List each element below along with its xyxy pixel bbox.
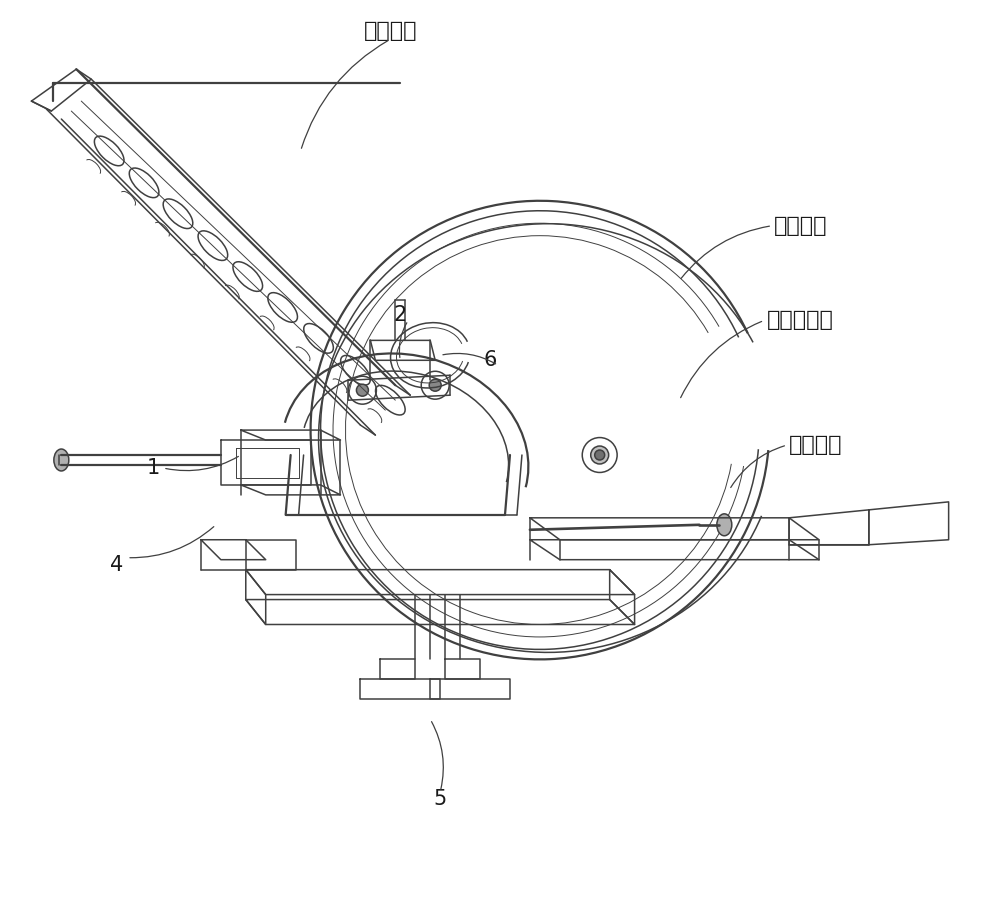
Text: 6: 6 bbox=[483, 350, 497, 371]
Text: 4: 4 bbox=[110, 554, 123, 575]
Ellipse shape bbox=[595, 450, 605, 460]
Text: 2: 2 bbox=[394, 306, 407, 326]
Ellipse shape bbox=[591, 446, 609, 464]
Ellipse shape bbox=[356, 384, 368, 396]
Text: 进料机构: 进料机构 bbox=[364, 21, 417, 41]
Ellipse shape bbox=[54, 449, 69, 471]
Text: 排料机构: 排料机构 bbox=[789, 435, 843, 455]
Ellipse shape bbox=[717, 514, 732, 536]
Text: 5: 5 bbox=[434, 789, 447, 809]
Text: 1: 1 bbox=[146, 458, 160, 478]
Text: 消音器器体: 消音器器体 bbox=[767, 310, 834, 330]
Text: 旋转机构: 旋转机构 bbox=[774, 216, 828, 236]
Ellipse shape bbox=[429, 379, 441, 392]
